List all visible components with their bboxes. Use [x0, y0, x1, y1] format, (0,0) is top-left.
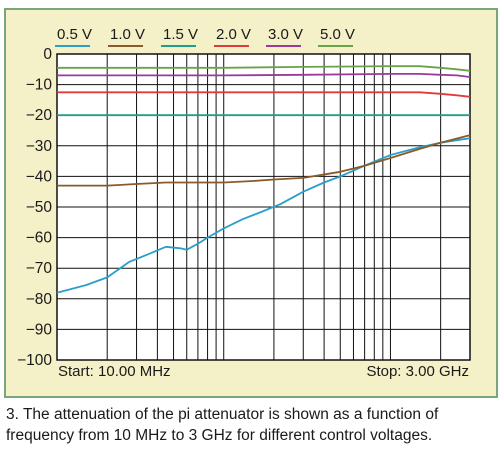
y-tick-label: −90	[26, 321, 53, 338]
attenuation-chart: 0.5 V 1.0 V 1.5 V 2.0 V 3.0 V 5.0 V 0 −10 −20 −3…	[17, 26, 471, 380]
y-tick-labels: 0 −10 −20 −30 −40 −50 −60 −70 −80 −90 −100	[17, 46, 52, 369]
series-line-1-0-v	[57, 134, 471, 187]
legend: 0.5 V 1.0 V 1.5 V 2.0 V 3.0 V 5.0 V	[55, 26, 355, 47]
series-line-2-0-v	[57, 91, 471, 98]
y-tick-label: −40	[26, 168, 53, 185]
grid	[57, 54, 470, 360]
y-tick-label: −20	[26, 107, 53, 124]
series-line-0-5-v	[56, 137, 471, 294]
figure-caption: 3. The attenuation of the pi attenuator …	[6, 406, 439, 444]
y-tick-label: −70	[26, 260, 53, 277]
y-tick-label: −80	[26, 291, 53, 308]
start-frequency-label: Start: 10.00 MHz	[58, 363, 171, 380]
y-tick-label: 0	[43, 46, 52, 63]
series-line-5-0-v	[57, 65, 471, 72]
stop-frequency-label: Stop: 3.00 GHz	[366, 363, 469, 380]
legend-label: 2.0 V	[216, 26, 251, 43]
legend-label: 5.0 V	[320, 26, 355, 43]
legend-label: 1.0 V	[110, 26, 145, 43]
y-tick-label: −10	[26, 77, 53, 94]
y-tick-label: −100	[17, 352, 52, 369]
y-tick-label: −30	[26, 138, 53, 155]
y-tick-label: −50	[26, 199, 53, 216]
y-tick-label: −60	[26, 230, 53, 247]
series-layer	[56, 65, 471, 294]
legend-label: 1.5 V	[163, 26, 198, 43]
legend-label: 3.0 V	[268, 26, 303, 43]
series-line-3-0-v	[57, 73, 471, 78]
legend-label: 0.5 V	[57, 26, 92, 43]
